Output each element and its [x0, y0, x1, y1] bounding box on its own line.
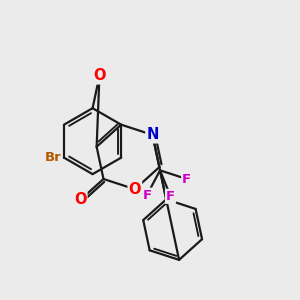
- Text: N: N: [146, 128, 159, 142]
- Text: F: F: [166, 190, 175, 203]
- Text: F: F: [142, 189, 152, 202]
- Text: O: O: [129, 182, 141, 197]
- Text: F: F: [182, 172, 191, 185]
- Text: O: O: [74, 193, 86, 208]
- Text: Br: Br: [44, 151, 61, 164]
- Text: O: O: [93, 68, 106, 83]
